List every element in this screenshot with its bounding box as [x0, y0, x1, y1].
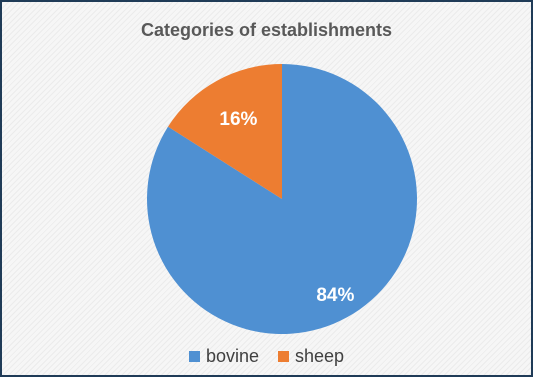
legend-item-bovine: bovine: [188, 346, 259, 367]
legend-swatch-bovine: [188, 351, 200, 362]
pie-slice-sheep: [168, 64, 282, 199]
legend-label-bovine: bovine: [205, 346, 259, 366]
legend-label-sheep: sheep: [295, 346, 345, 366]
legend-swatch-sheep: [278, 351, 289, 362]
chart-title: Categories of establishments: [140, 20, 393, 40]
data-label-bovine: 84%: [316, 285, 354, 306]
data-label-sheep: 16%: [219, 109, 257, 130]
legend: bovine sheep: [2, 346, 531, 367]
legend-item-sheep: sheep: [278, 346, 344, 367]
